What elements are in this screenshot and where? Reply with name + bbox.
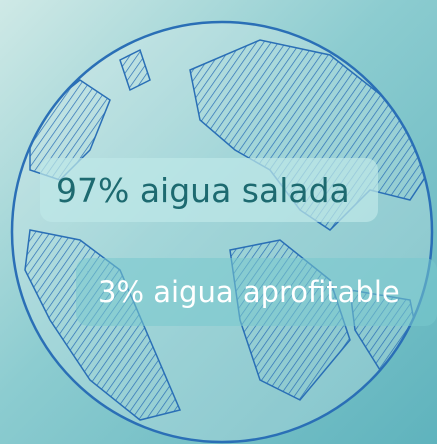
salt-water-label: 97% aigua salada <box>40 158 378 222</box>
globe-background <box>0 0 437 444</box>
usable-water-label: 3% aigua aprofitable <box>76 258 437 326</box>
infographic: 97% aigua salada 3% aigua aprofitable <box>0 0 437 444</box>
